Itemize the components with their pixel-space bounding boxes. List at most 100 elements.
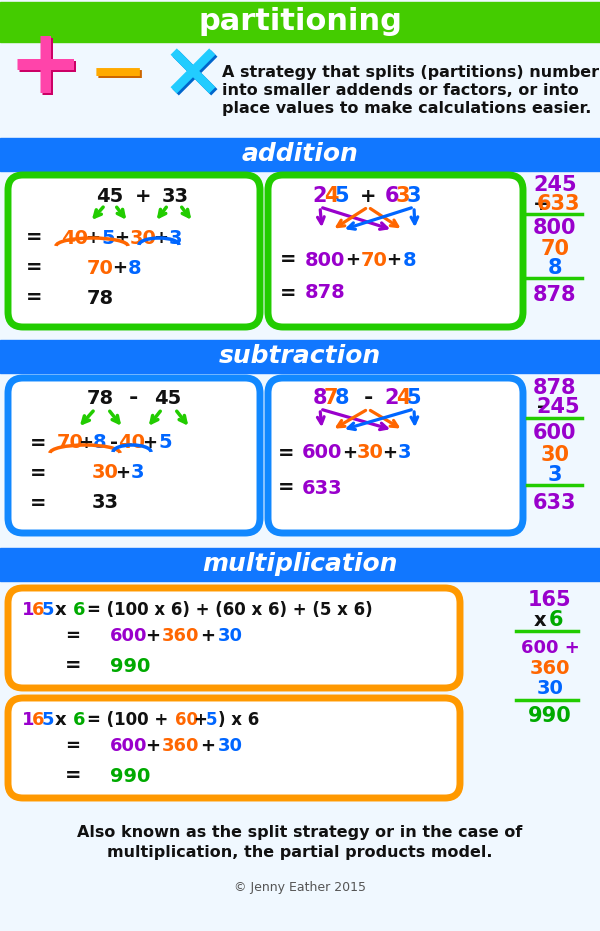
FancyBboxPatch shape (8, 378, 260, 533)
FancyBboxPatch shape (8, 698, 460, 798)
Text: 70: 70 (86, 259, 113, 277)
Text: ) x 6: ) x 6 (218, 711, 259, 729)
Text: 800: 800 (305, 250, 345, 269)
Text: =: = (65, 627, 80, 645)
Bar (0, 548, 600, 581)
Text: 600: 600 (533, 423, 577, 443)
Text: 600 +: 600 + (521, 639, 580, 657)
Text: 8: 8 (548, 258, 562, 278)
Text: 78: 78 (86, 289, 113, 307)
Text: +: + (115, 464, 131, 482)
Text: 633: 633 (536, 194, 580, 214)
Text: 8: 8 (128, 259, 142, 277)
Text: = (100 +: = (100 + (87, 711, 168, 729)
Text: addition: addition (242, 142, 358, 166)
Text: +: + (135, 186, 151, 206)
Text: 633: 633 (533, 493, 577, 513)
Text: place values to make calculations easier.: place values to make calculations easier… (222, 101, 592, 116)
Text: +: + (86, 229, 101, 247)
Text: 40: 40 (62, 228, 89, 248)
Text: +: + (113, 259, 128, 277)
Text: 70: 70 (541, 239, 569, 259)
Text: 800: 800 (533, 218, 577, 238)
Text: +: + (533, 195, 549, 213)
Text: =: = (26, 259, 42, 277)
Text: 8: 8 (403, 250, 417, 269)
Text: 5: 5 (101, 228, 115, 248)
Text: =: = (30, 493, 47, 512)
Text: 5: 5 (335, 186, 349, 206)
Text: 3: 3 (396, 186, 410, 206)
Text: 633: 633 (302, 479, 343, 497)
FancyBboxPatch shape (268, 175, 523, 327)
Text: 8: 8 (93, 434, 107, 452)
Text: +: + (143, 434, 157, 452)
Text: Also known as the split strategy or in the case of: Also known as the split strategy or in t… (77, 826, 523, 841)
Text: 78: 78 (86, 388, 113, 408)
Text: +: + (200, 737, 215, 755)
Text: 5: 5 (42, 601, 55, 619)
Text: +: + (145, 737, 160, 755)
Text: =: = (280, 250, 296, 269)
Text: 4: 4 (396, 388, 410, 408)
Text: 3: 3 (130, 464, 144, 482)
Text: 1: 1 (22, 711, 35, 729)
Text: =: = (65, 656, 82, 676)
Bar (0, 138, 600, 171)
Text: A strategy that splits (partitions) numbers: A strategy that splits (partitions) numb… (222, 65, 600, 80)
Text: 3: 3 (407, 186, 421, 206)
Text: 8: 8 (313, 388, 327, 408)
Text: =: = (26, 228, 42, 248)
Text: © Jenny Eather 2015: © Jenny Eather 2015 (234, 882, 366, 895)
Text: 3: 3 (548, 465, 562, 485)
Text: =: = (26, 289, 42, 307)
Text: 878: 878 (533, 378, 577, 398)
Text: 6: 6 (385, 186, 399, 206)
Text: subtraction: subtraction (219, 344, 381, 368)
Text: 5: 5 (407, 388, 421, 408)
Text: 5: 5 (206, 711, 218, 729)
Bar (0, 581, 600, 811)
Text: 30: 30 (541, 445, 569, 465)
Text: 360: 360 (162, 737, 199, 755)
Text: +: + (343, 444, 358, 462)
Text: x: x (55, 711, 67, 729)
Text: 30: 30 (536, 680, 563, 698)
Text: +: + (79, 434, 94, 452)
Text: 8: 8 (335, 388, 349, 408)
Text: +: + (193, 711, 207, 729)
Text: 990: 990 (110, 766, 151, 786)
Text: +: + (383, 444, 398, 462)
Text: =: = (278, 479, 295, 497)
FancyBboxPatch shape (268, 378, 523, 533)
Text: =: = (278, 443, 295, 463)
Text: 6: 6 (73, 601, 86, 619)
Text: 33: 33 (91, 493, 119, 512)
Text: -: - (128, 388, 137, 408)
Text: ×: × (160, 38, 224, 112)
Text: 165: 165 (528, 590, 572, 610)
Bar (0, 373, 600, 543)
Text: ×: × (162, 40, 226, 114)
Text: 360: 360 (162, 627, 199, 645)
Text: -: - (537, 398, 545, 416)
Text: +: + (9, 26, 85, 114)
Text: 990: 990 (528, 706, 572, 726)
Text: into smaller addends or factors, or into: into smaller addends or factors, or into (222, 83, 579, 98)
Text: 40: 40 (119, 434, 146, 452)
Text: 878: 878 (533, 285, 577, 305)
FancyBboxPatch shape (8, 588, 460, 688)
Text: 3: 3 (397, 443, 411, 463)
Text: 2: 2 (385, 388, 399, 408)
Text: -: - (110, 434, 118, 452)
Text: =: = (280, 284, 296, 303)
Text: =: = (65, 766, 82, 786)
Text: 600: 600 (110, 737, 148, 755)
Text: 45: 45 (154, 388, 182, 408)
Text: 6: 6 (73, 711, 86, 729)
Text: 245: 245 (536, 397, 580, 417)
Text: x: x (55, 601, 67, 619)
Text: 30: 30 (218, 627, 243, 645)
Text: −: − (91, 44, 149, 111)
Text: 600: 600 (302, 443, 342, 463)
